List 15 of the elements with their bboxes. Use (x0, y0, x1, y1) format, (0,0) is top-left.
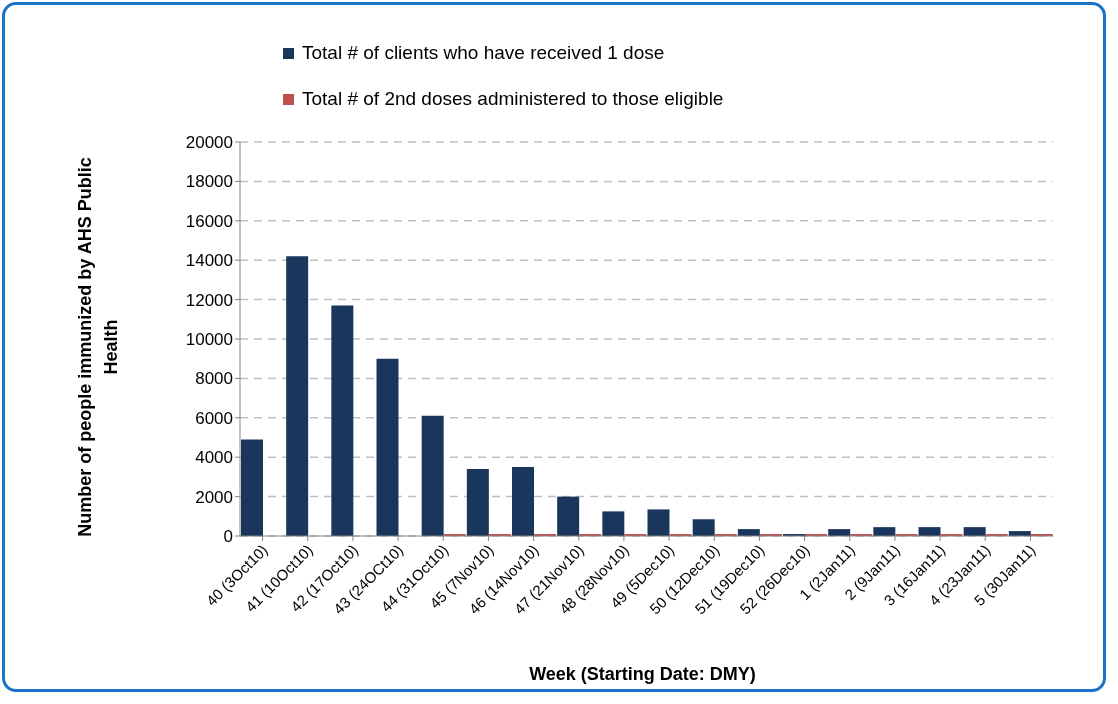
y-tick-label: 12000 (185, 290, 233, 310)
y-tick-label: 18000 (185, 172, 233, 192)
y-tick-label: 8000 (195, 369, 233, 389)
legend-label: Total # of clients who have received 1 dose (302, 42, 665, 64)
y-tick-label: 0 (223, 527, 233, 547)
legend-label: Total # of 2nd doses administered to those eligible (302, 88, 724, 110)
y-tick-label: 10000 (185, 330, 233, 350)
y-tick-label: 2000 (195, 487, 233, 507)
y-tick-label: 6000 (195, 408, 233, 428)
y-tick-label: 20000 (185, 133, 233, 153)
x-axis-title: Week (Starting Date: DMY) (528, 664, 757, 685)
y-tick-label: 4000 (195, 448, 233, 468)
y-tick-label: 14000 (185, 251, 233, 271)
y-tick-label: 16000 (185, 211, 233, 231)
y-axis-title: Number of people immunized by AHS Public Health (74, 156, 122, 539)
